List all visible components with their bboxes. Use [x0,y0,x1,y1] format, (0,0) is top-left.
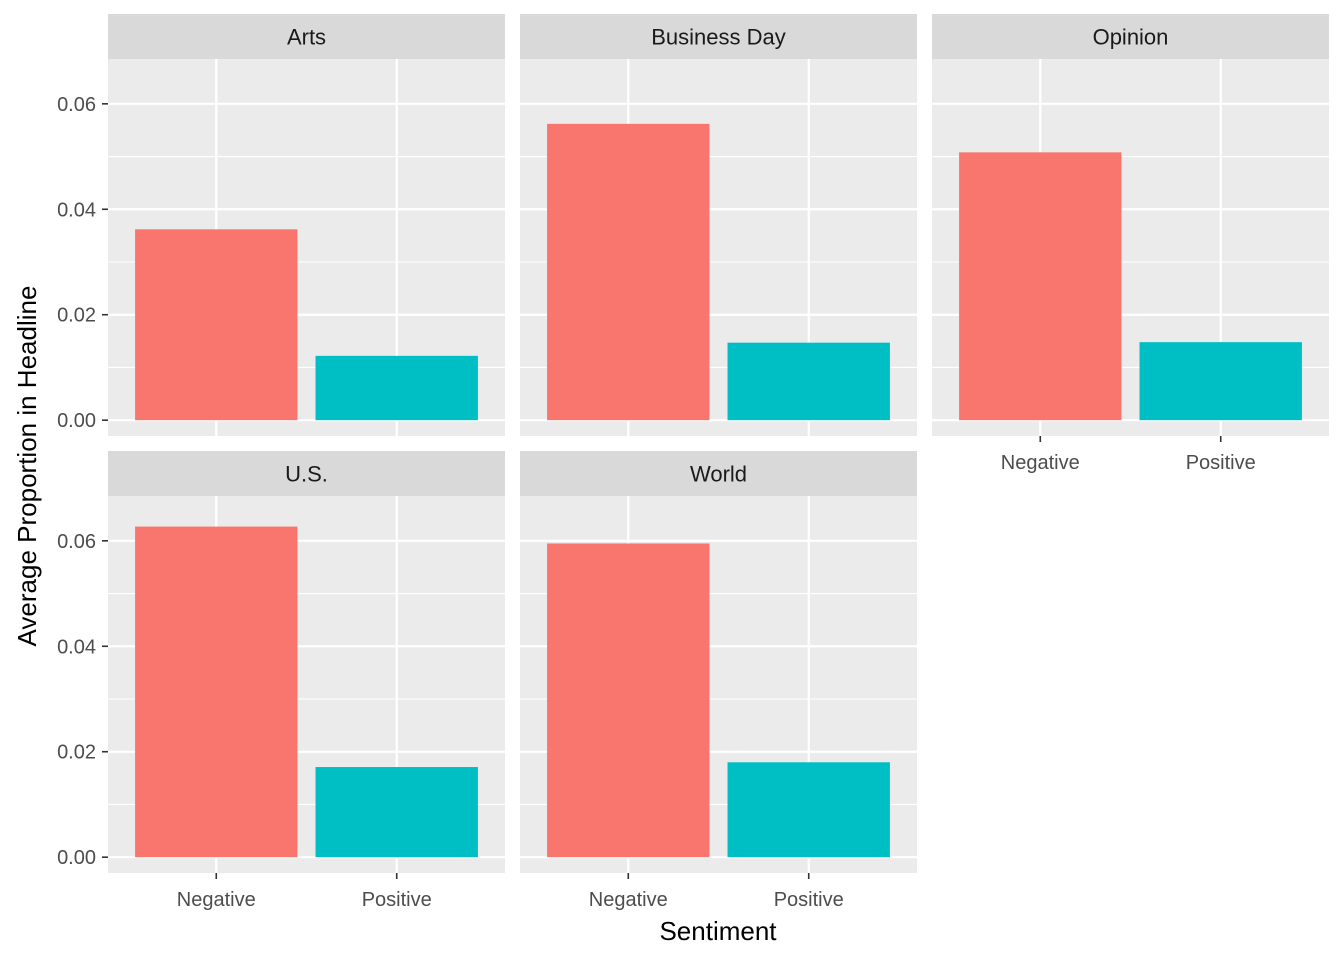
y-tick-label: 0.00 [57,410,96,432]
bar-world-negative [547,543,710,858]
bar-business-day-positive [727,342,890,421]
strip-arts [108,14,505,59]
panel-arts: Arts [108,14,505,436]
strip-opinion [932,14,1329,59]
strip-label-arts: Arts [287,25,326,50]
x-tick-label-negative: Negative [1001,452,1080,474]
panel-world: World [520,451,917,873]
bar-u-s-positive [315,767,478,858]
y-tick-label: 0.02 [57,742,96,764]
y-tick-label: 0.04 [57,636,96,658]
panel-opinion: Opinion [932,14,1329,436]
y-tick-label: 0.00 [57,847,96,869]
strip-label-business-day: Business Day [651,25,786,50]
panels-layer: Arts Business Day Opinion U.S. World [108,14,1329,873]
x-tick-label-negative: Negative [589,889,668,911]
y-tick-label: 0.02 [57,305,96,327]
strip-label-u-s: U.S. [285,462,328,487]
x-tick-label-positive: Positive [774,889,844,911]
bar-business-day-negative [547,123,710,421]
panel-business-day: Business Day [520,14,917,436]
x-tick-label-positive: Positive [362,889,432,911]
strip-label-opinion: Opinion [1093,25,1169,50]
x-tick-label-negative: Negative [177,889,256,911]
panel-u-s: U.S. [108,451,505,873]
axes-layer: 0.00 0.02 0.04 0.06 Negative Positive 0.00 0.02… [57,94,1256,911]
bar-u-s-negative [135,526,298,858]
y-tick-label: 0.06 [57,531,96,553]
bar-arts-negative [135,229,298,421]
bar-opinion-negative [959,152,1122,421]
y-axis-title: Average Proportion in Headline [12,286,42,647]
strip-label-world: World [690,462,747,487]
y-tick-label: 0.06 [57,94,96,116]
bar-opinion-positive [1139,342,1302,421]
bar-arts-positive [315,355,478,421]
x-tick-label-positive: Positive [1186,452,1256,474]
y-tick-label: 0.04 [57,199,96,221]
x-axis-title: Sentiment [659,916,777,946]
strip-u-s [108,451,505,496]
bar-world-positive [727,762,890,858]
strip-world [520,451,917,496]
strip-business-day [520,14,917,59]
